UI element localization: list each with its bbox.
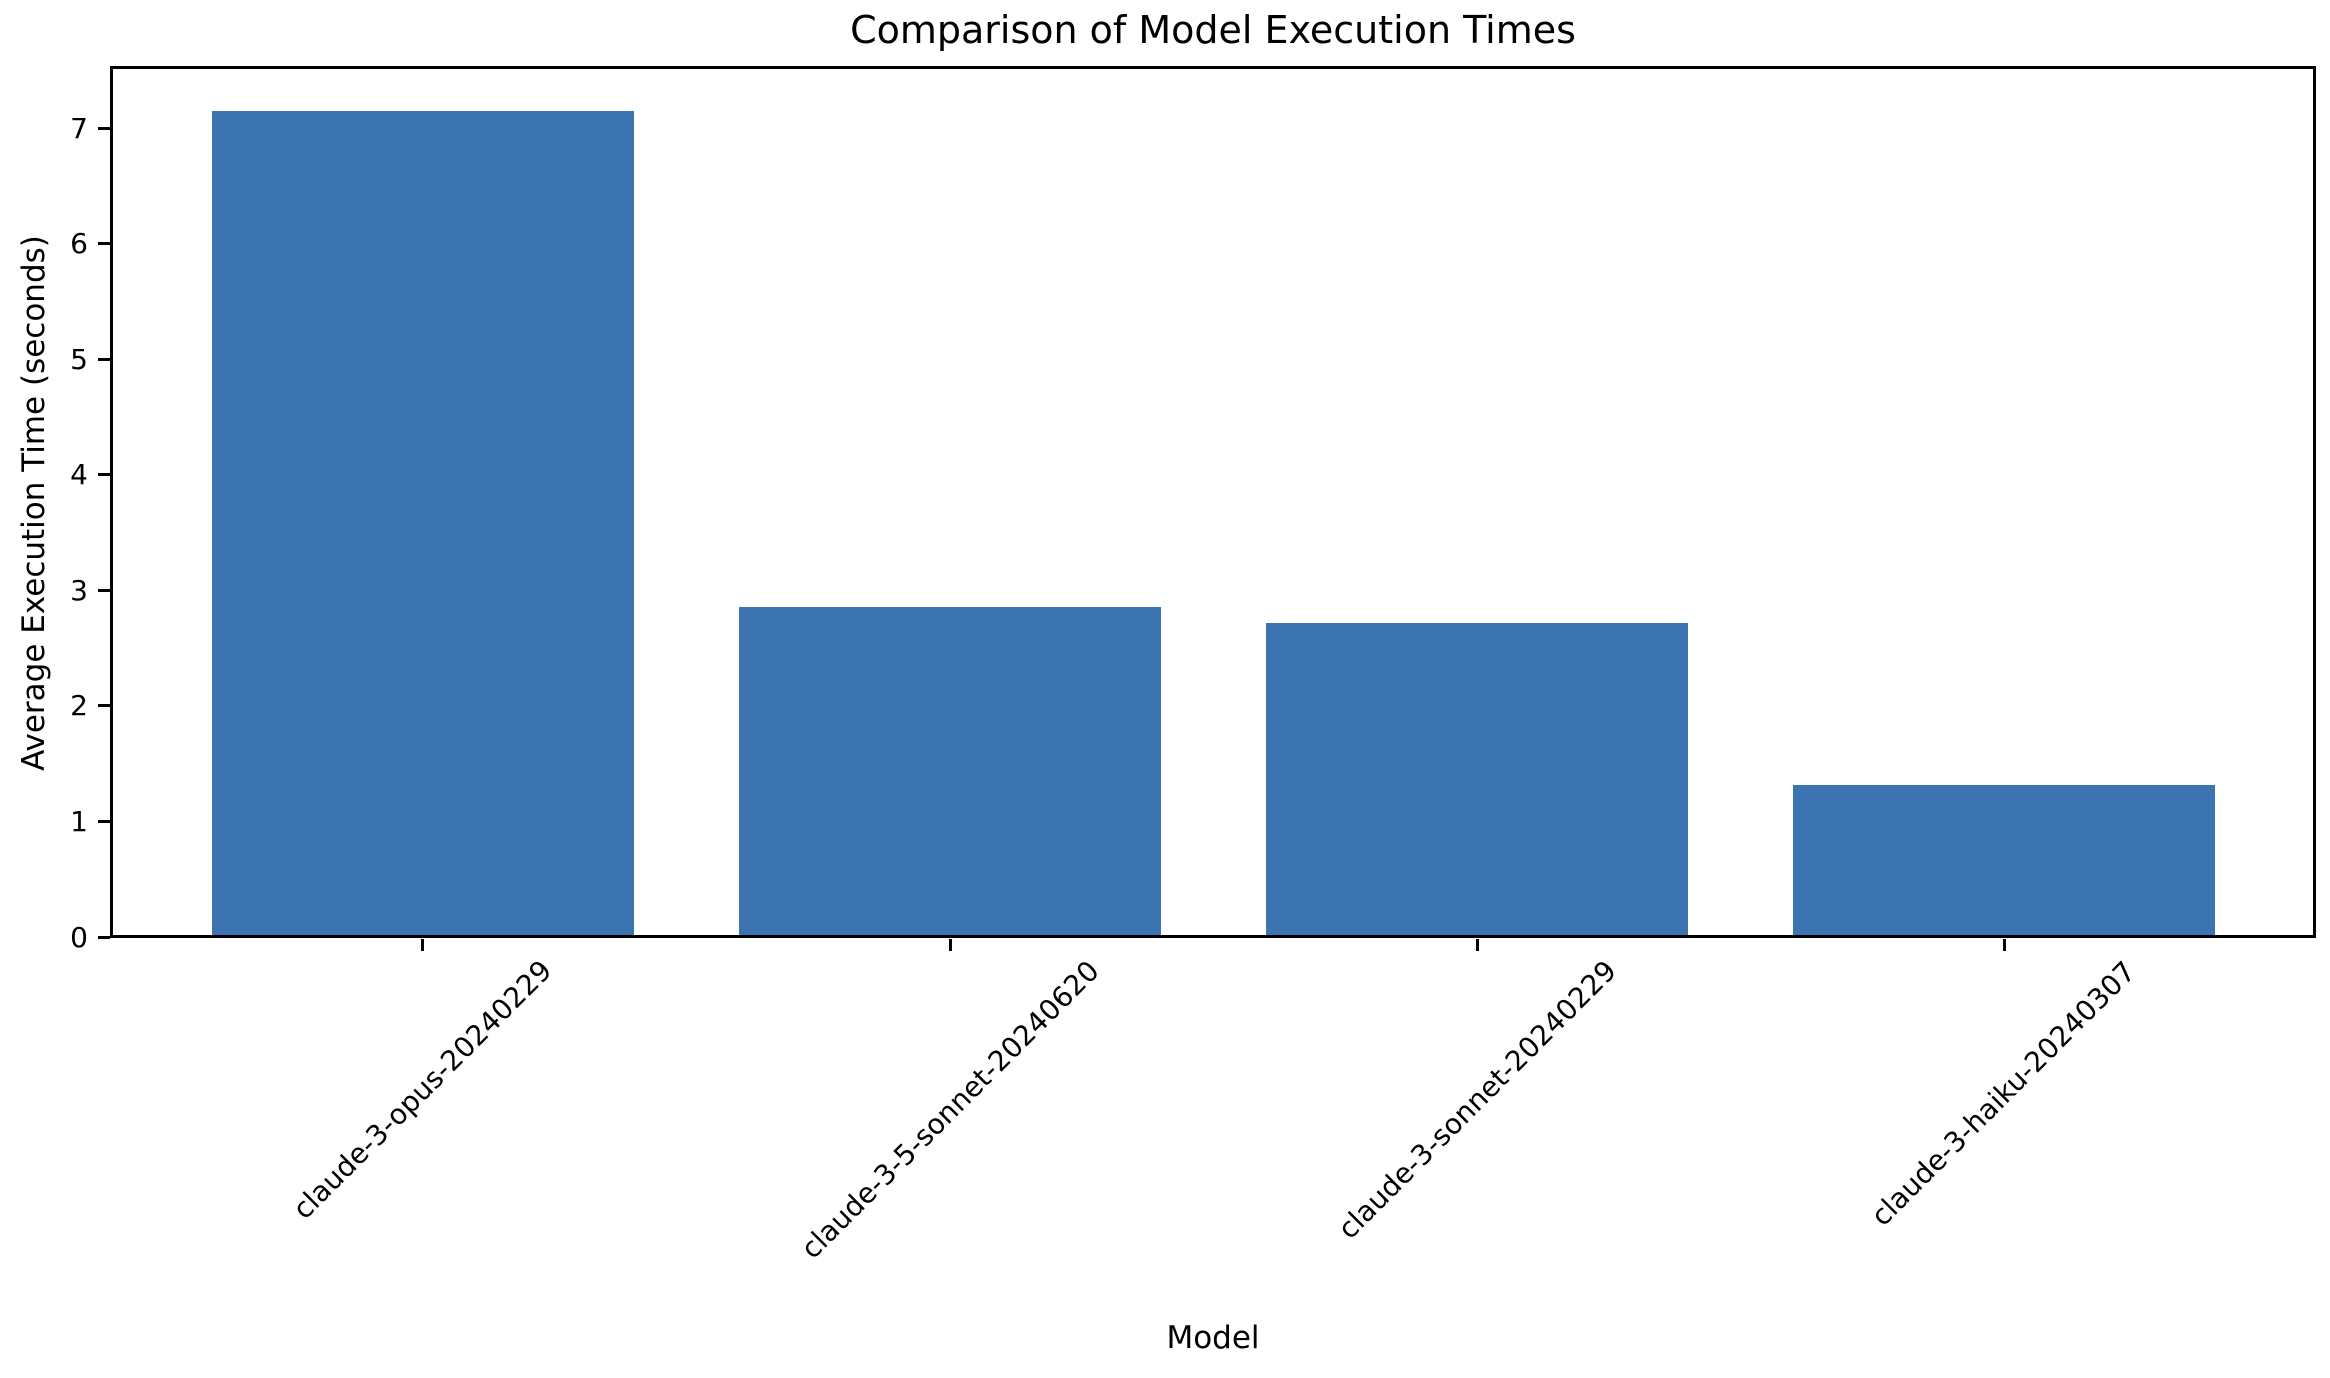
y-tick-label: 0 [70, 920, 88, 954]
x-tick [1475, 939, 1479, 951]
x-tick-label: claude-3-sonnet-20240229 [1330, 954, 1623, 1246]
y-tick-label: 6 [70, 227, 88, 261]
x-tick [948, 939, 952, 951]
y-tick [98, 473, 110, 477]
x-tick-label: claude-3-5-sonnet-20240620 [794, 954, 1106, 1266]
y-tick [98, 704, 110, 708]
y-axis-label: Average Execution Time (seconds) [15, 234, 52, 771]
y-tick-label: 1 [70, 804, 88, 838]
bar-claude-3-sonnet-20240229 [1266, 622, 1688, 937]
y-tick [98, 242, 110, 246]
y-tick-label: 7 [70, 111, 88, 145]
y-tick-label: 4 [70, 458, 88, 492]
y-tick [98, 357, 110, 361]
y-tick-label: 3 [70, 573, 88, 607]
x-tick-label: claude-3-haiku-20240307 [1864, 954, 2143, 1233]
x-tick-label: claude-3-opus-20240229 [286, 954, 559, 1227]
x-axis-label: Model [1166, 1320, 1260, 1356]
y-tick-label: 5 [70, 342, 88, 376]
x-tick [2002, 939, 2006, 951]
bar-claude-3-5-sonnet-20240620 [739, 606, 1161, 937]
y-tick [98, 126, 110, 130]
y-tick [98, 935, 110, 939]
y-tick-label: 2 [70, 689, 88, 723]
x-tick [421, 939, 425, 951]
y-tick [98, 819, 110, 823]
y-tick [98, 588, 110, 592]
bar-claude-3-opus-20240229 [212, 110, 634, 937]
chart-title: Comparison of Model Execution Times [850, 8, 1576, 52]
bar-claude-3-haiku-20240307 [1793, 784, 2215, 937]
